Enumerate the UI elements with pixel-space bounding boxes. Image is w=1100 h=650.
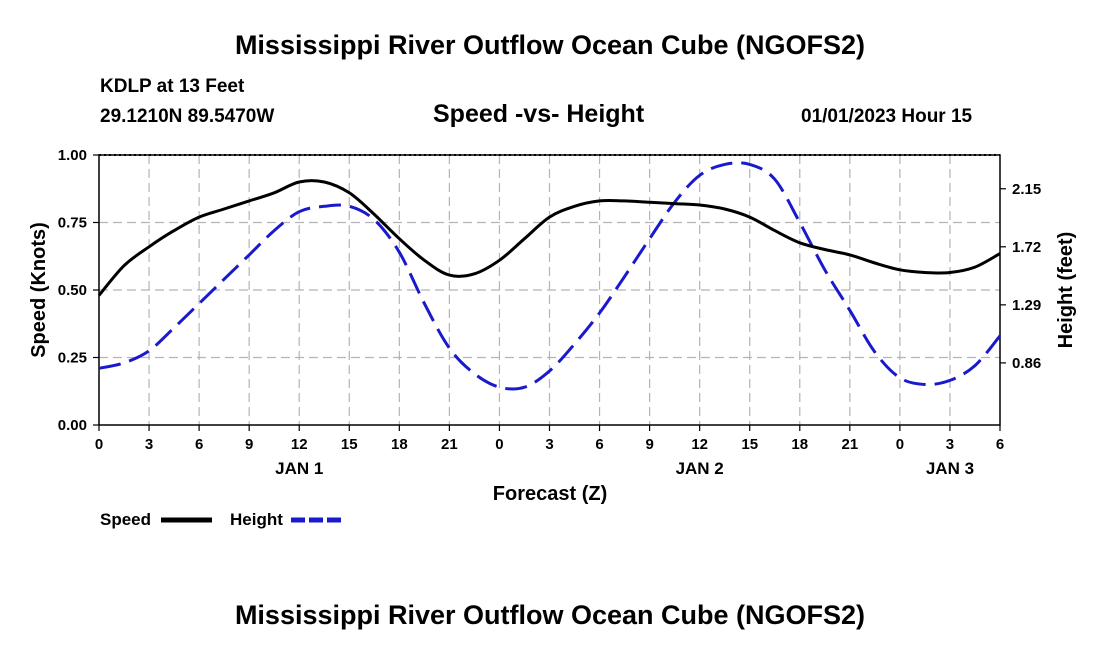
- x-tick-label: 9: [245, 436, 253, 453]
- y-right-tick-label: 0.86: [1012, 355, 1041, 372]
- x-tick-label: 21: [441, 436, 458, 453]
- x-tick-label: 6: [996, 436, 1004, 453]
- station-coordinates: 29.1210N 89.5470W: [100, 106, 275, 127]
- legend: Speed Height: [100, 510, 342, 529]
- x-day-label: JAN 2: [676, 459, 724, 478]
- x-tick-label: 3: [946, 436, 954, 453]
- page-title-bottom: Mississippi River Outflow Ocean Cube (NG…: [234, 600, 866, 630]
- y-right-tick-label: 1.29: [1012, 297, 1041, 314]
- x-tick-label: 3: [145, 436, 153, 453]
- x-day-label: JAN 1: [275, 459, 323, 478]
- x-tick-label: 3: [545, 436, 553, 453]
- legend-speed-label: Speed: [100, 510, 151, 529]
- series-lines: [97, 161, 1002, 391]
- x-tick-label: 15: [341, 436, 358, 453]
- y-left-tick-label: 0.25: [58, 350, 87, 367]
- y-left-tick-label: 0.00: [58, 417, 87, 434]
- x-tick-label: 12: [291, 436, 308, 453]
- y-left-tick-label: 0.75: [58, 215, 87, 232]
- x-axis-label: Forecast (Z): [493, 483, 607, 505]
- forecast-timestamp: 01/01/2023 Hour 15: [801, 106, 973, 127]
- x-tick-label: 18: [791, 436, 808, 453]
- y-axis-label-left: Speed (Knots): [28, 222, 50, 358]
- x-tick-label: 0: [495, 436, 503, 453]
- y-left-tick-label: 0.50: [58, 282, 87, 299]
- station-name: KDLP at 13 Feet: [100, 76, 245, 97]
- y-right-tick-label: 2.15: [1012, 181, 1041, 198]
- x-day-label: JAN 3: [926, 459, 974, 478]
- chart-title: Speed -vs- Height: [433, 100, 645, 128]
- x-tick-label: 9: [645, 436, 653, 453]
- x-tick-label: 15: [741, 436, 758, 453]
- x-tick-label: 0: [95, 436, 103, 453]
- y-right-tick-label: 1.72: [1012, 239, 1041, 256]
- legend-height-label: Height: [230, 510, 283, 529]
- x-tick-label: 12: [691, 436, 708, 453]
- series-line-speed: [97, 179, 1001, 297]
- y-axis-label-right: Height (feet): [1055, 232, 1077, 349]
- x-tick-label: 18: [391, 436, 408, 453]
- series-line-height: [98, 161, 1002, 391]
- y-left-tick-label: 1.00: [58, 147, 87, 164]
- page-title: Mississippi River Outflow Ocean Cube (NG…: [234, 30, 866, 60]
- axis-ticks: 0 3 6 9 12 15 18 21 0 3 6 9 12 15 18 21 0 3 6 JAN 1 JAN 2 JAN…: [58, 147, 1041, 478]
- x-tick-label: 6: [595, 436, 603, 453]
- x-tick-label: 6: [195, 436, 203, 453]
- chart-grid: [99, 155, 1000, 425]
- x-tick-label: 21: [841, 436, 858, 453]
- x-tick-label: 0: [896, 436, 904, 453]
